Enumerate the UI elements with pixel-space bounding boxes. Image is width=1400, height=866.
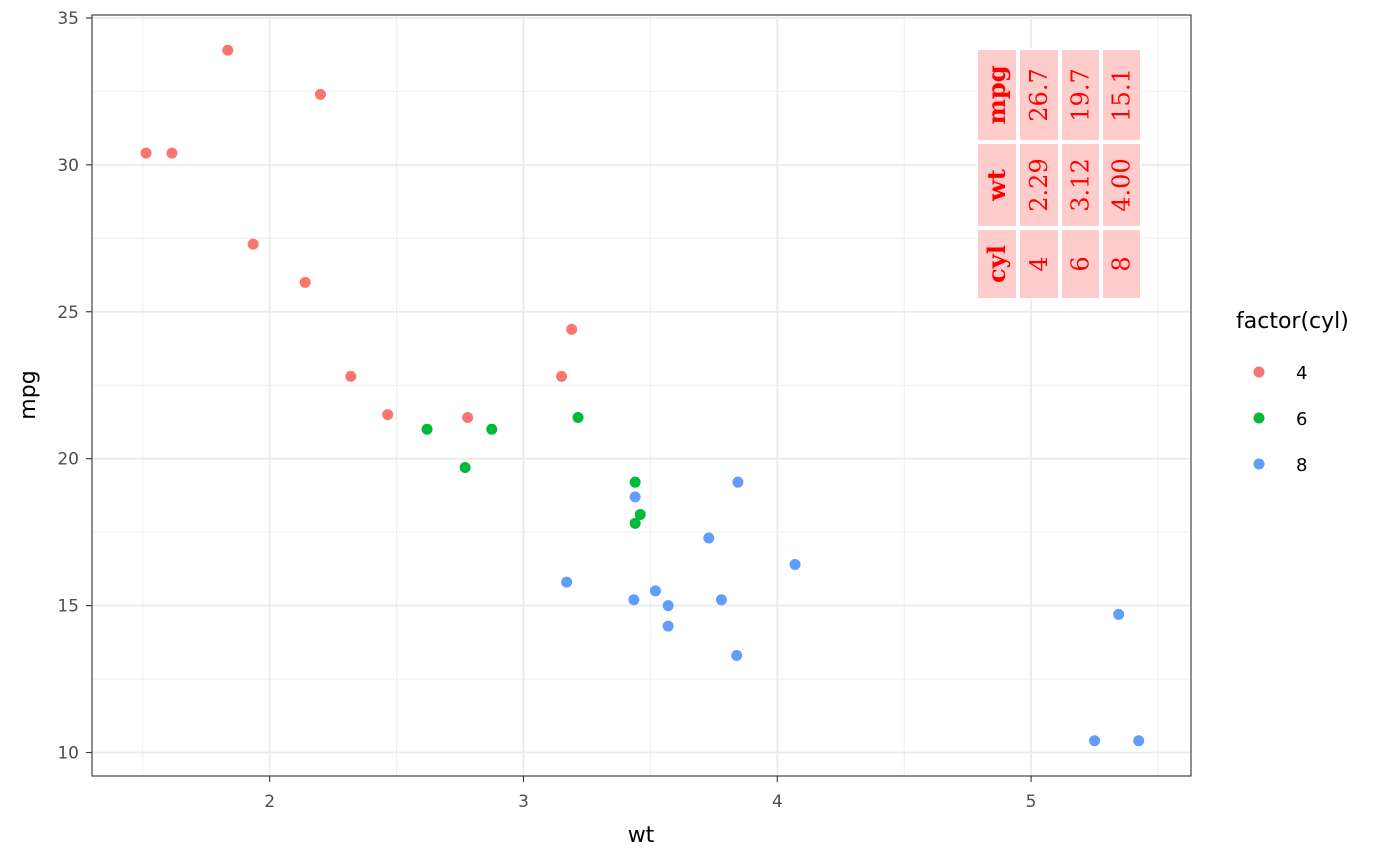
x-tick-label: 3 xyxy=(518,792,529,812)
table-cell-bg xyxy=(1101,48,1142,142)
data-point-cyl-6 xyxy=(486,423,498,435)
table-cell-bg xyxy=(1060,142,1101,228)
data-point-cyl-8 xyxy=(629,491,641,503)
legend-label-cyl-6: 6 xyxy=(1296,409,1307,430)
table-header-cyl: cyl xyxy=(982,245,1011,283)
y-tick-labels: 10 15 20 25 30 35 xyxy=(57,9,79,764)
data-point-cyl-8 xyxy=(662,620,674,632)
legend-title: factor(cyl) xyxy=(1236,309,1349,334)
x-tick-labels: 2 3 4 5 xyxy=(264,792,1036,812)
data-point-cyl-8 xyxy=(731,650,743,662)
data-point-cyl-4 xyxy=(299,276,311,288)
data-point-cyl-8 xyxy=(1133,735,1145,747)
data-point-cyl-8 xyxy=(715,594,727,606)
y-tick-label: 35 xyxy=(57,9,79,29)
data-point-cyl-4 xyxy=(222,44,234,56)
data-point-cyl-6 xyxy=(629,517,641,529)
table-value: 3.12 xyxy=(1067,158,1095,211)
data-point-cyl-8 xyxy=(732,476,744,488)
legend-key-cyl-6 xyxy=(1253,412,1265,424)
y-tick-label: 30 xyxy=(57,156,79,176)
data-point-cyl-6 xyxy=(572,412,584,424)
data-points xyxy=(140,44,1145,747)
data-point-cyl-4 xyxy=(247,238,259,250)
legend-label-cyl-4: 4 xyxy=(1296,363,1307,384)
data-point-cyl-6 xyxy=(629,476,641,488)
data-point-cyl-4 xyxy=(314,88,326,100)
legend-key-cyl-8 xyxy=(1253,458,1265,470)
x-axis-title: wt xyxy=(628,823,655,848)
data-point-cyl-4 xyxy=(462,412,474,424)
data-point-cyl-4 xyxy=(556,370,568,382)
y-tick-label: 20 xyxy=(57,450,79,470)
table-value: 19.7 xyxy=(1067,68,1095,121)
table-cell-bg xyxy=(1060,48,1101,142)
table-cell-bg xyxy=(1018,142,1060,228)
data-point-cyl-4 xyxy=(140,147,152,159)
plot-panel-border xyxy=(91,14,1192,777)
table-cell-bg xyxy=(976,228,1018,300)
data-point-cyl-4 xyxy=(345,370,357,382)
x-tick-label: 5 xyxy=(1026,792,1037,812)
table-value: 15.1 xyxy=(1108,68,1136,121)
table-cell-bg xyxy=(1018,228,1060,300)
table-value: 6 xyxy=(1067,256,1095,271)
table-cell-bg xyxy=(976,142,1018,228)
data-point-cyl-8 xyxy=(1113,608,1125,620)
y-tick-label: 15 xyxy=(57,597,79,617)
table-header-wt: wt xyxy=(982,169,1011,202)
data-point-cyl-8 xyxy=(649,585,661,597)
table-cell-bg xyxy=(1018,48,1060,142)
data-point-cyl-8 xyxy=(662,600,674,612)
data-point-cyl-8 xyxy=(1089,735,1101,747)
data-point-cyl-8 xyxy=(561,576,573,588)
axis-ticks xyxy=(86,17,1032,782)
data-point-cyl-8 xyxy=(789,558,801,570)
y-axis-title: mpg xyxy=(16,370,41,419)
data-point-cyl-6 xyxy=(634,508,646,520)
table-value: 4.00 xyxy=(1108,158,1136,211)
data-point-cyl-8 xyxy=(703,532,715,544)
table-value: 26.7 xyxy=(1025,68,1053,121)
table-value: 2.29 xyxy=(1025,158,1053,211)
legend: 4 6 8 xyxy=(1253,363,1307,476)
y-tick-label: 25 xyxy=(57,303,79,323)
data-point-cyl-8 xyxy=(628,594,640,606)
data-point-cyl-4 xyxy=(382,409,394,421)
x-tick-label: 4 xyxy=(772,792,783,812)
legend-key-cyl-4 xyxy=(1253,366,1265,378)
data-point-cyl-6 xyxy=(459,461,471,473)
table-cell-bg xyxy=(1101,228,1142,300)
table-value: 8 xyxy=(1108,256,1136,271)
table-header-mpg: mpg xyxy=(982,65,1011,124)
data-point-cyl-4 xyxy=(566,323,578,335)
y-tick-label: 10 xyxy=(57,743,79,763)
annotation-table: mpg 26.7 19.7 15.1 wt 2.29 3.12 4.00 cyl 4 6 8 xyxy=(976,48,1142,300)
table-value: 4 xyxy=(1025,256,1053,271)
table-cell-bg xyxy=(976,48,1018,142)
data-point-cyl-6 xyxy=(421,423,433,435)
legend-label-cyl-8: 8 xyxy=(1296,455,1307,476)
table-cell-bg xyxy=(1060,228,1101,300)
table-cell-bg xyxy=(1101,142,1142,228)
data-point-cyl-4 xyxy=(166,147,178,159)
x-tick-label: 2 xyxy=(264,792,275,812)
